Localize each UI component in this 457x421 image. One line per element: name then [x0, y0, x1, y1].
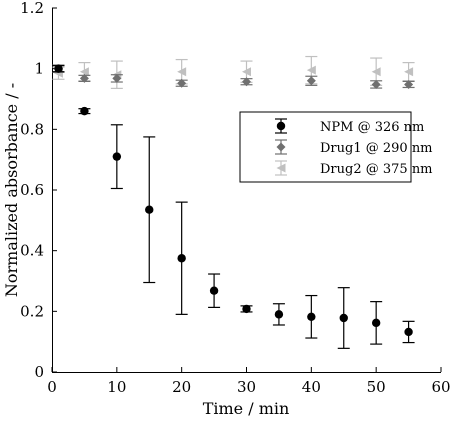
data-point	[306, 76, 316, 86]
y-tick-label: 0.8	[20, 120, 44, 138]
data-point	[112, 73, 122, 83]
data-point	[177, 254, 186, 263]
data-point	[242, 77, 251, 87]
data-point	[242, 67, 251, 77]
series-layer	[52, 55, 415, 349]
legend-marker	[276, 142, 286, 152]
data-point	[54, 64, 63, 73]
data-point	[371, 318, 381, 328]
data-point	[307, 312, 316, 321]
series-2	[52, 55, 415, 89]
y-tick-label: 0.2	[20, 302, 44, 320]
x-axis-title: Time / min	[203, 399, 290, 418]
x-tick-label: 50	[367, 378, 386, 396]
series-1	[52, 64, 415, 89]
series-0	[52, 64, 415, 349]
legend-marker	[276, 163, 286, 173]
data-point	[371, 67, 381, 77]
legend-box	[239, 111, 412, 183]
x-tick-label: 10	[107, 378, 126, 396]
legend-label-drug1: Drug1 @ 290 nm	[320, 141, 433, 156]
data-point	[274, 310, 284, 319]
data-point	[242, 304, 251, 314]
y-tick-label: 1.2	[20, 0, 44, 17]
legend: NPM @ 326 nm Drug1 @ 290 nm Drug2 @ 375 …	[239, 111, 433, 183]
data-point	[404, 327, 413, 337]
x-tick-label: 0	[47, 378, 57, 396]
x-tick-label: 40	[302, 378, 321, 396]
x-tick-label: 30	[237, 378, 256, 396]
x-axis-ticks: 0 10 20 30 40 50 60	[47, 367, 451, 396]
data-point	[404, 67, 414, 77]
data-point	[112, 152, 122, 161]
legend-markers	[275, 118, 287, 176]
data-point	[339, 313, 348, 323]
y-tick-label: 0.6	[20, 181, 44, 199]
legend-label-drug2: Drug2 @ 375 nm	[320, 162, 433, 177]
data-point	[177, 67, 187, 77]
data-point	[404, 79, 414, 89]
x-tick-label: 20	[172, 378, 191, 396]
data-point	[209, 286, 219, 295]
data-point	[79, 73, 89, 83]
data-point	[80, 106, 89, 116]
data-point	[145, 205, 154, 214]
legend-marker	[276, 121, 286, 131]
x-tick-label: 60	[431, 378, 450, 396]
data-point	[79, 67, 89, 77]
y-axis-title: Normalized absorbance / -	[2, 83, 21, 297]
legend-label-npm: NPM @ 326 nm	[320, 120, 424, 135]
data-point	[371, 79, 381, 89]
y-tick-label: 0	[34, 363, 44, 381]
data-point	[306, 65, 316, 75]
data-point	[177, 78, 187, 88]
y-tick-label: 0.4	[20, 242, 44, 260]
y-tick-label: 1	[34, 60, 44, 78]
y-axis-ticks: 0 0.2 0.4 0.6 0.8 1 1.2	[20, 0, 57, 381]
